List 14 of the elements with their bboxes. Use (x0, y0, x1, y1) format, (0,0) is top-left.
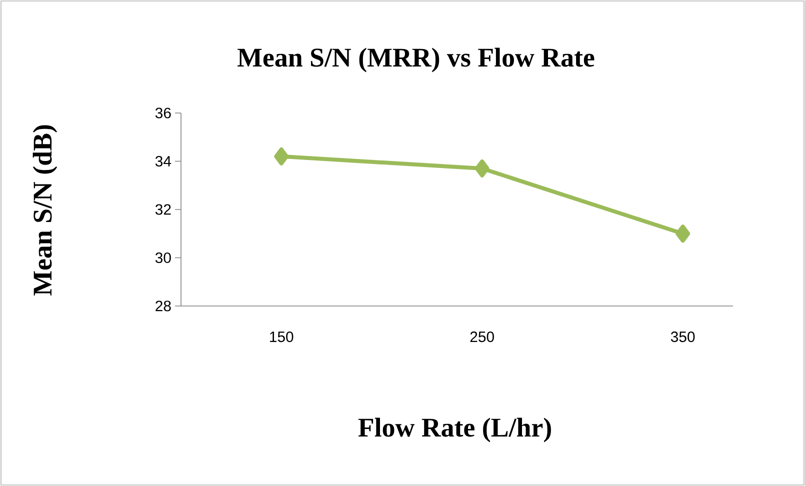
y-tick-label: 34 (155, 156, 172, 167)
x-axis-title: Flow Rate (L/hr) (358, 418, 551, 442)
y-tick-label: 36 (155, 108, 171, 118)
x-tick-label: 350 (670, 332, 695, 342)
y-tick-label: 30 (155, 252, 171, 264)
y-axis-title: Mean S/N (dB) (32, 125, 58, 296)
x-tick-label: 150 (270, 332, 294, 342)
y-tick-label: 32 (155, 204, 171, 215)
x-tick-label: 250 (470, 332, 494, 342)
point (274, 147, 289, 166)
y-tick-label: 28 (156, 300, 171, 312)
point (474, 159, 490, 178)
chart-title: Mean S/N (MRR) vs Flow Rate (238, 48, 594, 72)
point (676, 224, 690, 243)
